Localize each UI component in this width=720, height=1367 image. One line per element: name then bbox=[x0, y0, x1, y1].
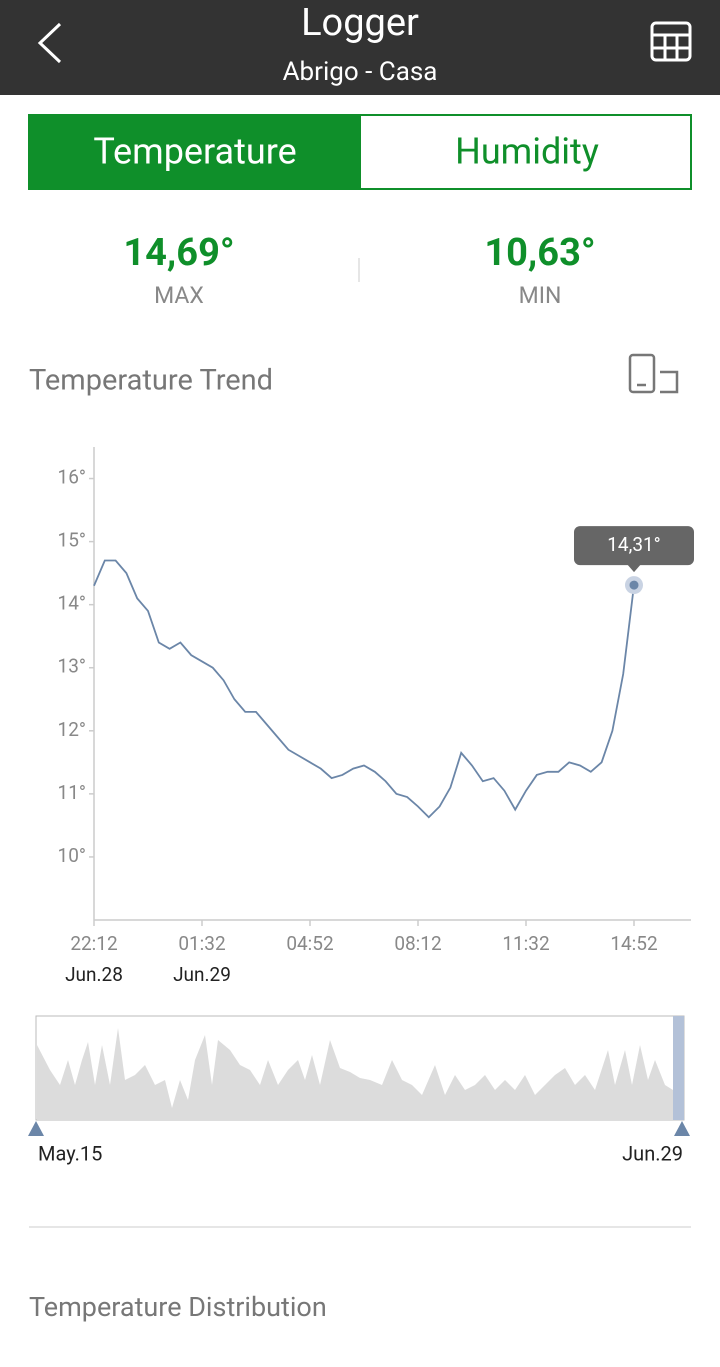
overview-area bbox=[37, 1028, 673, 1120]
overview-window[interactable] bbox=[673, 1016, 684, 1120]
rotate-button[interactable] bbox=[628, 353, 679, 394]
tooltip-label: 14,31° bbox=[607, 533, 661, 556]
x-tick-label: 11:32 bbox=[502, 932, 549, 955]
stat-label: MAX bbox=[154, 282, 204, 309]
tooltip bbox=[574, 526, 694, 566]
section-title: Temperature Distribution bbox=[29, 1291, 327, 1323]
y-tick-label: 13° bbox=[58, 655, 86, 678]
x-date-label: Jun.29 bbox=[173, 963, 231, 986]
x-tick-label: 08:12 bbox=[394, 932, 441, 955]
tab-label[interactable]: Humidity bbox=[455, 131, 599, 173]
trend-chart: 10° 11° 12° 13° 14° 15° 16° 22:12 Jun.28 01:32 Jun… bbox=[58, 447, 694, 986]
app-bar bbox=[0, 0, 720, 95]
tab-label[interactable]: Temperature bbox=[93, 131, 296, 173]
y-tick-label: 10° bbox=[58, 844, 86, 867]
back-button[interactable] bbox=[37, 22, 62, 64]
trend-line bbox=[93, 559, 635, 819]
y-tick-label: 12° bbox=[58, 718, 86, 741]
range-handle[interactable] bbox=[674, 1121, 690, 1136]
subtitle: Abrigo - Casa bbox=[283, 57, 438, 87]
x-tick-label: 22:12 bbox=[70, 932, 117, 955]
stat-value: 14,69° bbox=[123, 231, 234, 275]
table-button[interactable] bbox=[650, 21, 692, 62]
stat-label: MIN bbox=[519, 282, 562, 309]
range-end: Jun.29 bbox=[622, 1141, 683, 1165]
range-start: May.15 bbox=[38, 1141, 102, 1165]
tooltip-pointer bbox=[627, 564, 641, 573]
y-tick-label: 11° bbox=[58, 781, 86, 804]
y-tick-label: 16° bbox=[58, 466, 86, 489]
point bbox=[629, 580, 639, 590]
range-handle[interactable] bbox=[28, 1121, 44, 1136]
section-title: Temperature Trend bbox=[29, 364, 273, 398]
x-date-label: Jun.28 bbox=[65, 963, 123, 986]
title: Logger bbox=[301, 1, 419, 45]
y-tick-label: 15° bbox=[58, 529, 86, 552]
stat-value: 10,63° bbox=[484, 231, 595, 275]
x-tick-label: 01:32 bbox=[178, 932, 225, 955]
tab-temperature[interactable] bbox=[29, 115, 361, 189]
x-tick-label: 14:52 bbox=[610, 932, 657, 955]
x-tick-label: 04:52 bbox=[286, 932, 333, 955]
y-tick-label: 14° bbox=[58, 592, 86, 615]
